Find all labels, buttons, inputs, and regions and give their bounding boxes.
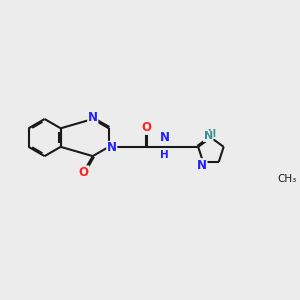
Text: CH₃: CH₃: [278, 174, 297, 184]
Text: H: H: [207, 128, 215, 139]
Text: N: N: [159, 131, 170, 144]
Text: N: N: [197, 159, 207, 172]
Text: O: O: [79, 166, 89, 179]
Text: O: O: [141, 121, 151, 134]
Text: N: N: [107, 142, 117, 154]
Text: N: N: [204, 131, 213, 141]
Text: H: H: [160, 149, 169, 160]
Text: N: N: [88, 111, 98, 124]
